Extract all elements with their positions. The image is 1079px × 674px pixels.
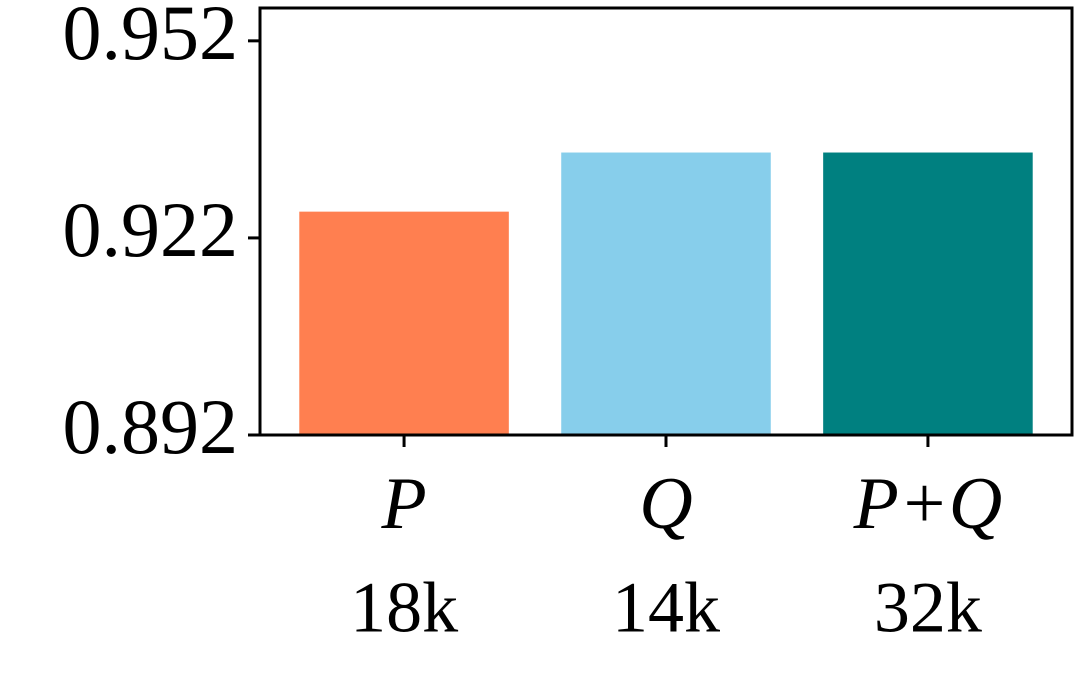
x-tick-label: Q: [639, 463, 692, 545]
y-tick-label: 0.952: [63, 0, 239, 76]
y-tick-label: 0.922: [63, 186, 239, 273]
bar: [561, 152, 771, 435]
x-tick-label: P+Q: [853, 463, 1003, 545]
bar: [299, 211, 509, 435]
x-tick-label: P: [380, 463, 426, 545]
x-tick-sublabel: 14k: [612, 568, 720, 648]
x-tick-sublabel: 32k: [874, 568, 982, 648]
bar: [823, 152, 1033, 435]
plot-frame: [258, 6, 1074, 437]
x-tick-sublabel: 18k: [350, 568, 458, 648]
y-tick-label: 0.892: [63, 383, 239, 470]
